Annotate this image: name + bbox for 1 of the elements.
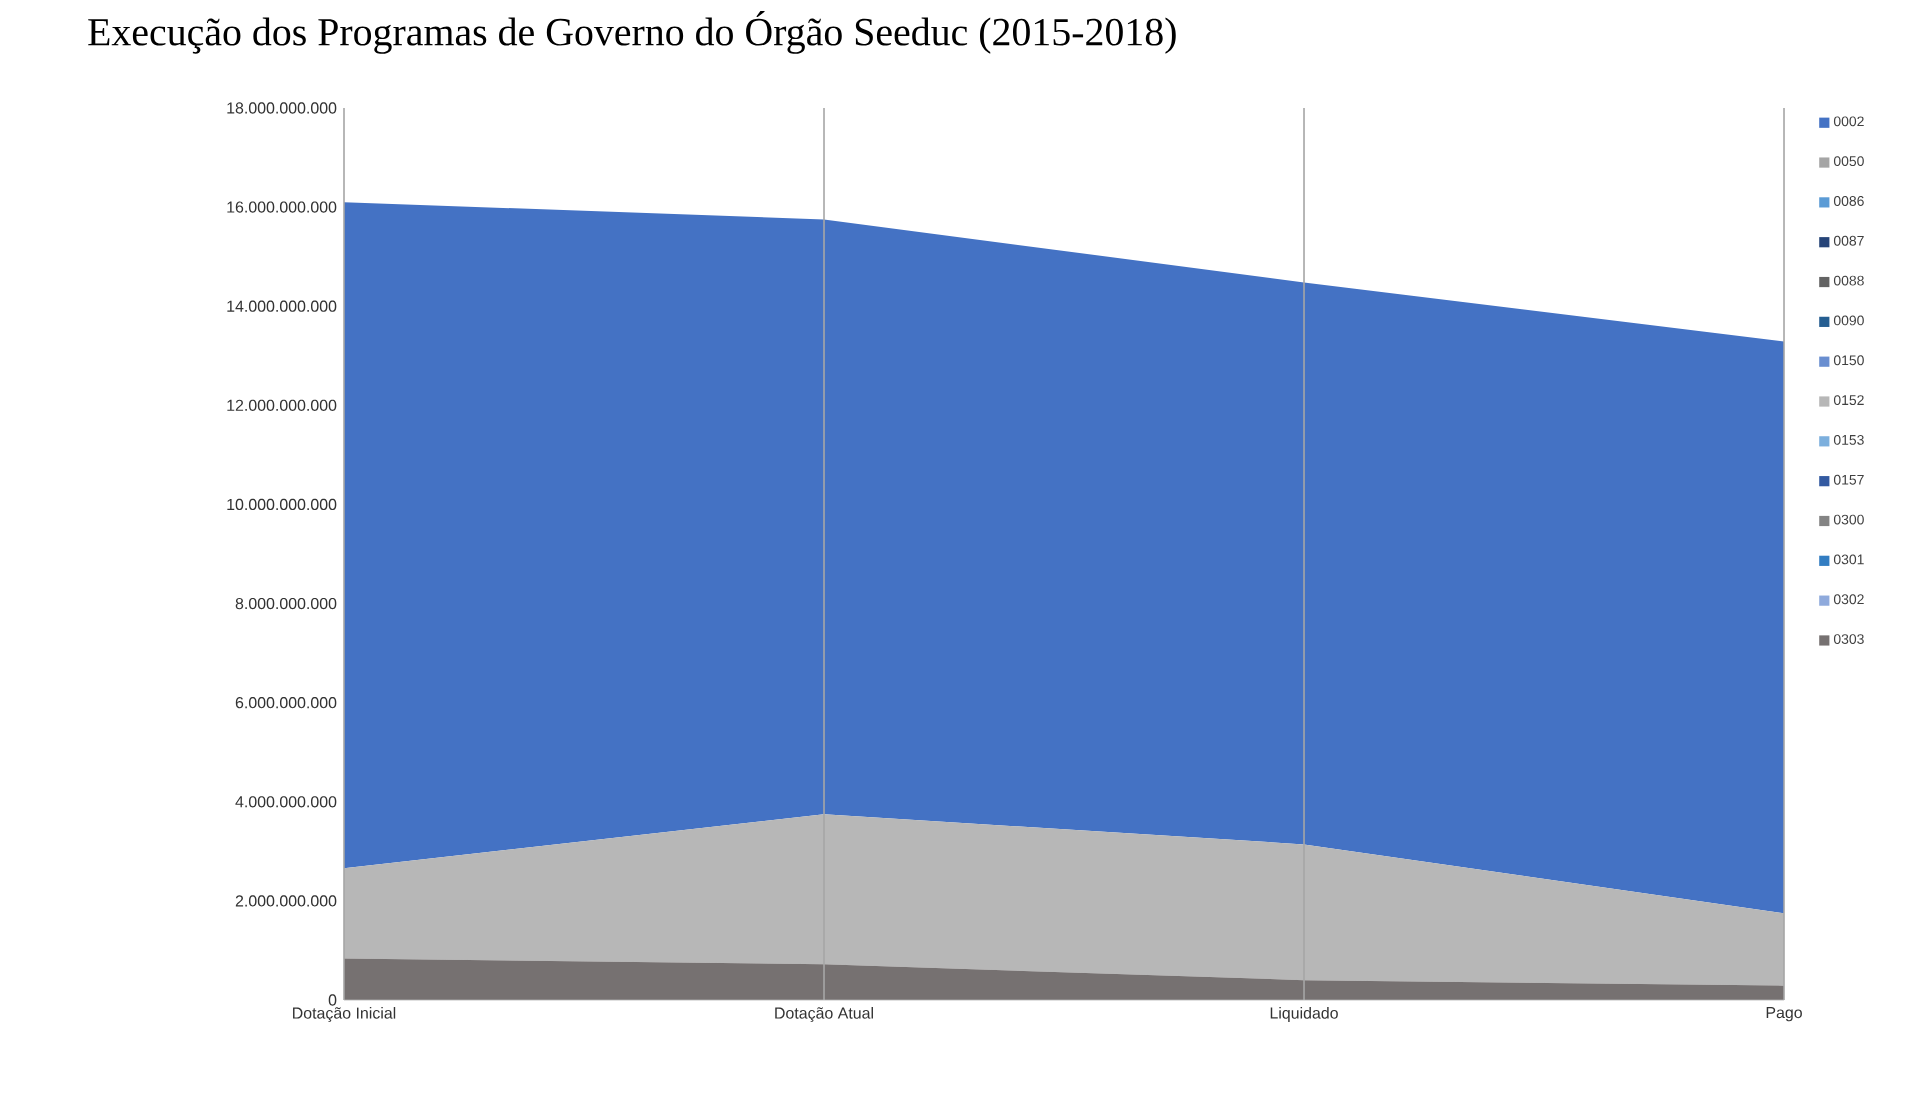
chart-title: Execução dos Programas de Governo do Órgão Seeduc (2015-2018) bbox=[88, 11, 1176, 54]
